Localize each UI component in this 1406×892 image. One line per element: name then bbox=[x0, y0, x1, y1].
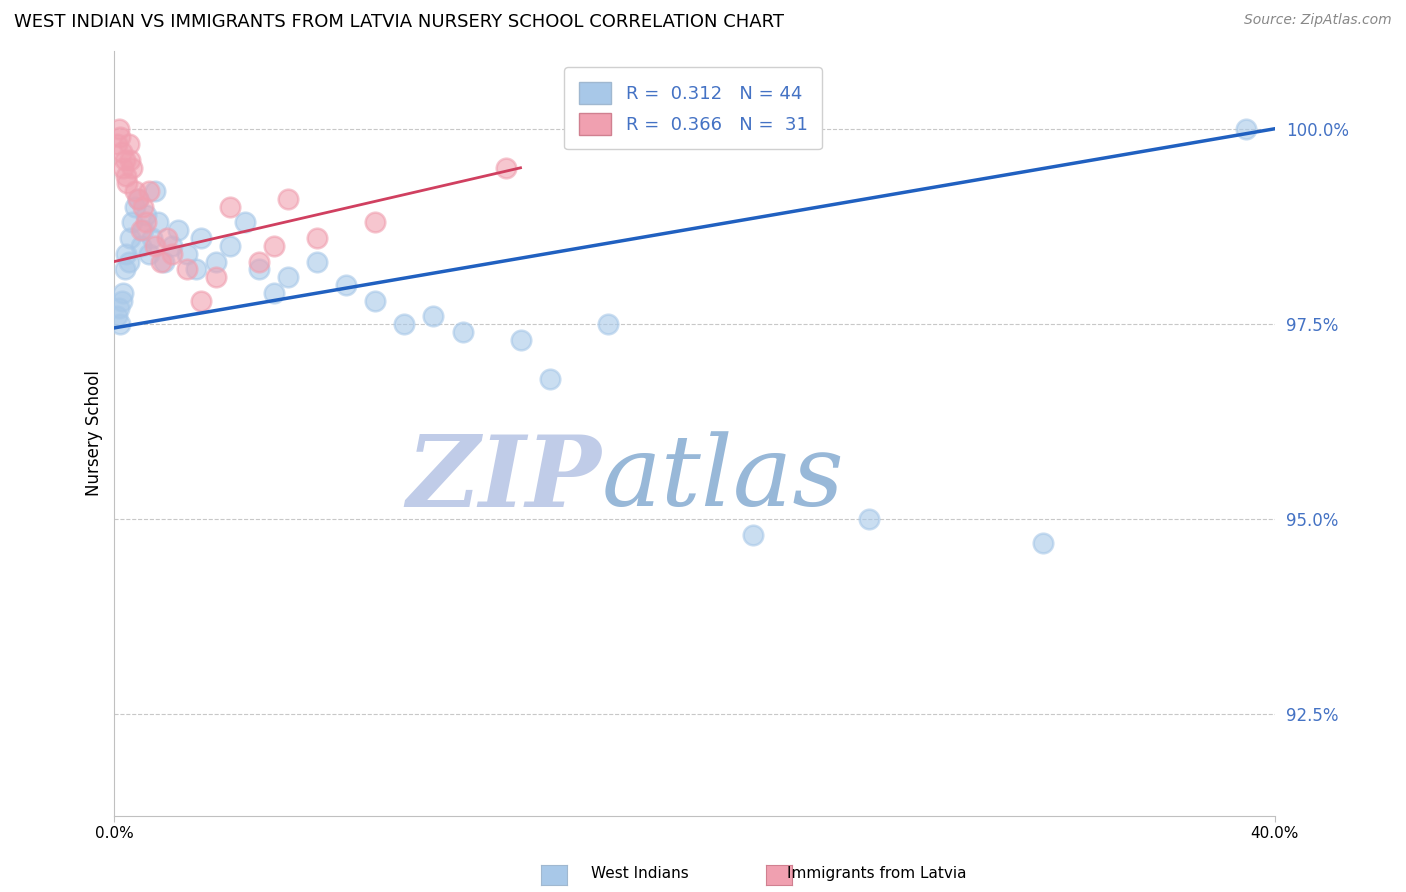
Point bbox=[156, 231, 179, 245]
Point bbox=[117, 177, 139, 191]
Point bbox=[124, 200, 146, 214]
Point bbox=[176, 262, 198, 277]
Point bbox=[129, 239, 152, 253]
Point bbox=[364, 293, 387, 308]
Point bbox=[121, 161, 143, 175]
Point bbox=[108, 129, 131, 144]
Point bbox=[451, 325, 474, 339]
Point bbox=[105, 137, 128, 152]
Point bbox=[118, 137, 141, 152]
Point bbox=[107, 121, 129, 136]
Point bbox=[146, 215, 169, 229]
Point bbox=[596, 317, 619, 331]
Point bbox=[127, 192, 149, 206]
Point bbox=[132, 223, 155, 237]
Point bbox=[538, 371, 561, 385]
Y-axis label: Nursery School: Nursery School bbox=[86, 370, 103, 496]
Point bbox=[422, 309, 444, 323]
Point bbox=[741, 528, 763, 542]
Text: WEST INDIAN VS IMMIGRANTS FROM LATVIA NURSERY SCHOOL CORRELATION CHART: WEST INDIAN VS IMMIGRANTS FROM LATVIA NU… bbox=[14, 13, 785, 31]
Point bbox=[115, 169, 138, 183]
Point bbox=[205, 270, 228, 285]
Point bbox=[190, 231, 212, 245]
Text: Immigrants from Latvia: Immigrants from Latvia bbox=[787, 866, 967, 881]
Text: atlas: atlas bbox=[602, 432, 845, 527]
Point bbox=[121, 215, 143, 229]
Point bbox=[141, 231, 163, 245]
Text: Source: ZipAtlas.com: Source: ZipAtlas.com bbox=[1244, 13, 1392, 28]
Point bbox=[127, 192, 149, 206]
Point bbox=[114, 262, 136, 277]
Point bbox=[249, 262, 271, 277]
Point bbox=[263, 239, 285, 253]
Point bbox=[143, 239, 166, 253]
Point bbox=[135, 208, 157, 222]
Point bbox=[307, 254, 329, 268]
Point bbox=[162, 246, 184, 260]
Point bbox=[111, 145, 134, 160]
Point bbox=[190, 293, 212, 308]
Point bbox=[111, 293, 134, 308]
Point bbox=[129, 223, 152, 237]
Point bbox=[120, 153, 142, 167]
Point bbox=[263, 285, 285, 300]
Point bbox=[143, 184, 166, 198]
Point bbox=[277, 270, 299, 285]
Point bbox=[1032, 535, 1054, 549]
Point bbox=[167, 223, 190, 237]
Point bbox=[394, 317, 416, 331]
Point bbox=[249, 254, 271, 268]
Point bbox=[105, 309, 128, 323]
Point bbox=[132, 200, 155, 214]
Point bbox=[219, 239, 242, 253]
Point bbox=[107, 301, 129, 316]
Point bbox=[858, 512, 880, 526]
Point bbox=[138, 184, 160, 198]
Point bbox=[120, 231, 142, 245]
Point bbox=[233, 215, 256, 229]
Point bbox=[108, 317, 131, 331]
Point bbox=[114, 153, 136, 167]
Point bbox=[335, 277, 357, 292]
Point bbox=[307, 231, 329, 245]
Point bbox=[118, 254, 141, 268]
Text: West Indians: West Indians bbox=[591, 866, 689, 881]
Point bbox=[138, 246, 160, 260]
Point bbox=[162, 239, 184, 253]
Point bbox=[135, 215, 157, 229]
Point bbox=[219, 200, 242, 214]
Point bbox=[152, 254, 174, 268]
Point bbox=[509, 333, 531, 347]
Point bbox=[112, 285, 135, 300]
Point bbox=[205, 254, 228, 268]
Point bbox=[124, 184, 146, 198]
Point bbox=[184, 262, 207, 277]
Text: ZIP: ZIP bbox=[406, 431, 602, 527]
Point bbox=[176, 246, 198, 260]
Point bbox=[112, 161, 135, 175]
Point bbox=[1234, 121, 1257, 136]
Point bbox=[277, 192, 299, 206]
Point bbox=[495, 161, 517, 175]
Point bbox=[115, 246, 138, 260]
Point bbox=[364, 215, 387, 229]
Point bbox=[149, 254, 172, 268]
Legend: R =  0.312   N = 44, R =  0.366   N =  31: R = 0.312 N = 44, R = 0.366 N = 31 bbox=[564, 68, 823, 149]
